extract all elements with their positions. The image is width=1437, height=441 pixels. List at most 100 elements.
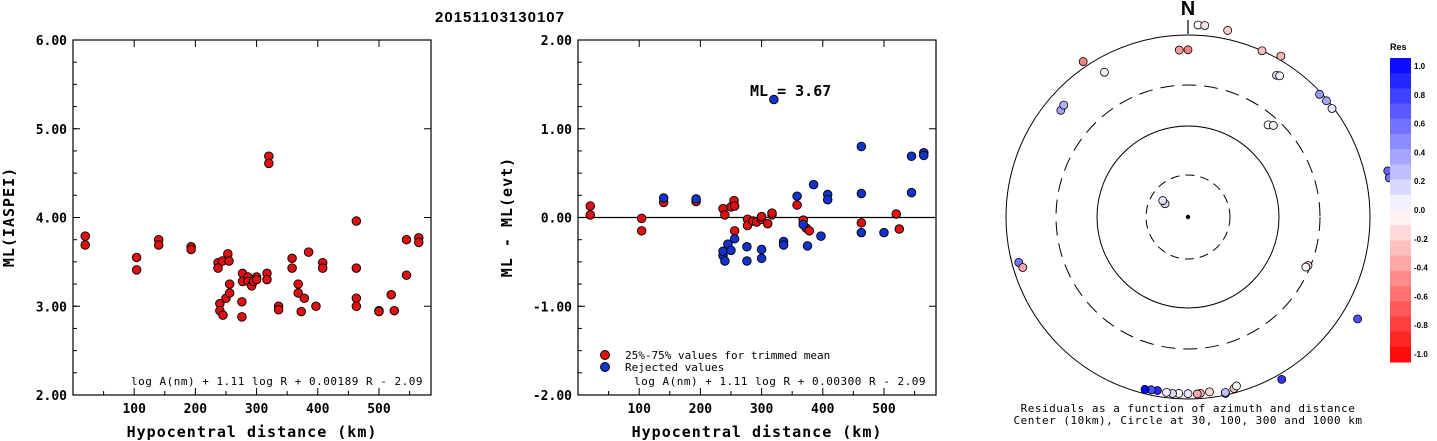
colorbar-tick-label: -0.6 <box>1414 292 1428 301</box>
data-point <box>224 288 235 298</box>
left-y-axis-label: ML(IASPEI) <box>0 167 18 267</box>
colorbar-cell <box>1390 88 1411 105</box>
colorbar-cell <box>1390 194 1411 211</box>
y-tick-label: 2.00 <box>36 389 67 404</box>
station-point <box>1162 387 1171 397</box>
middle-panel: 100 200 300 400 500 -2.00 -1.00 0.00 1.00 2.00 ML… <box>498 34 937 441</box>
colorbar-cell <box>1390 149 1411 165</box>
data-point <box>798 219 808 230</box>
middle-ticks: 100 200 300 400 500 -2.00 -1.00 0.00 1.00 2.00 <box>533 34 936 417</box>
y-tick-label: 5.00 <box>36 123 67 138</box>
colorbar-cell <box>1390 118 1411 135</box>
colorbar-tick-label: 0.4 <box>1414 148 1426 157</box>
data-point <box>816 231 826 241</box>
residual-colorbar: Res 1.0 0.8 0.6 0.4 0.2 0.0 -0.2 -0.4 -0.6 -0.8 -1… <box>1390 42 1428 363</box>
data-point <box>894 224 905 234</box>
middle-x-axis-label: Hypocentral distance (km) <box>632 423 883 441</box>
data-point <box>374 306 384 317</box>
polar-panel: N Residuals as a function of azimuth and… <box>1005 0 1394 427</box>
main-title: 20151103130107 <box>435 9 565 26</box>
colorbar-cell <box>1390 210 1411 226</box>
data-point <box>769 94 779 105</box>
data-point <box>351 301 362 312</box>
data-point <box>802 241 813 251</box>
data-point <box>80 240 90 250</box>
colorbar-labels: 1.0 0.8 0.6 0.4 0.2 0.0 -0.2 -0.4 -0.6 -0.8 -1.0 <box>1414 62 1428 359</box>
data-point <box>906 151 917 162</box>
colorbar-cell <box>1390 255 1411 272</box>
y-tick-label: -1.00 <box>533 300 572 315</box>
data-point <box>351 263 362 273</box>
colorbar-cell <box>1390 286 1411 302</box>
ml-annotation: ML = 3.67 <box>750 82 831 100</box>
polar-caption-line2: Center (10km), Circle at 30, 100, 300 an… <box>1013 414 1362 427</box>
station-point <box>1059 100 1069 110</box>
station-point <box>1200 21 1210 30</box>
polar-caption-line1: Residuals as a function of azimuth and d… <box>1021 402 1356 415</box>
colorbar-cells <box>1390 58 1411 363</box>
y-tick-label: 3.00 <box>36 300 67 315</box>
data-point <box>303 247 314 257</box>
colorbar-tick-label: -0.2 <box>1414 235 1428 244</box>
legend-marker-rejected <box>600 362 610 372</box>
station-point <box>1232 381 1241 391</box>
x-tick-label: 400 <box>306 402 330 417</box>
data-point <box>804 226 815 236</box>
colorbar-cell <box>1390 103 1411 120</box>
data-point <box>251 274 262 285</box>
distance-circles <box>1005 34 1371 400</box>
y-tick-label: 0.00 <box>541 212 572 227</box>
left-ticks: 100 200 300 400 500 2.00 3.00 4.00 5.00 6.00 <box>36 34 431 417</box>
data-point <box>729 226 740 236</box>
data-point <box>729 201 740 211</box>
colorbar-cell <box>1390 225 1411 241</box>
data-point <box>756 244 767 255</box>
data-point <box>273 305 284 315</box>
data-point <box>311 301 321 312</box>
middle-y-axis-label: ML - ML(evt) <box>498 157 516 277</box>
data-point <box>224 279 235 289</box>
data-point <box>401 270 412 280</box>
data-point <box>756 211 767 222</box>
data-point <box>386 289 396 300</box>
colorbar-cell <box>1390 331 1411 348</box>
x-tick-label: 400 <box>811 402 835 417</box>
left-formula: log A(nm) + 1.11 log R + 0.00189 R - 2.0… <box>131 375 423 388</box>
data-point <box>414 237 424 248</box>
data-point <box>131 265 142 275</box>
colorbar-cell <box>1390 164 1411 181</box>
epicenter-dot <box>1185 214 1191 220</box>
station-point <box>1158 196 1168 205</box>
data-point <box>778 240 789 250</box>
station-point <box>1174 45 1184 55</box>
x-tick-label: 100 <box>627 402 651 417</box>
station-point <box>1353 314 1363 324</box>
left-x-axis-label: Hypocentral distance (km) <box>127 423 378 441</box>
data-point <box>720 210 730 220</box>
station-point <box>1277 374 1287 384</box>
x-tick-label: 300 <box>750 402 774 417</box>
data-point <box>264 158 274 169</box>
station-point <box>1018 263 1028 272</box>
data-point <box>293 288 303 298</box>
y-tick-label: 2.00 <box>541 34 572 49</box>
station-point <box>1192 389 1202 399</box>
station-point <box>1276 51 1286 61</box>
colorbar-cell <box>1390 58 1411 74</box>
station-point <box>1257 46 1267 56</box>
colorbar-tick-label: 1.0 <box>1414 62 1426 71</box>
data-point <box>585 210 595 220</box>
x-tick-label: 500 <box>367 402 391 417</box>
data-point <box>296 306 307 317</box>
north-label: N <box>1181 0 1195 20</box>
x-tick-label: 500 <box>872 402 896 417</box>
data-point <box>213 263 223 273</box>
colorbar-cell <box>1390 134 1411 150</box>
station-point <box>1183 45 1193 55</box>
middle-points <box>585 94 929 266</box>
y-tick-label: 1.00 <box>541 123 572 138</box>
colorbar-cell <box>1390 301 1411 317</box>
station-point <box>1078 57 1088 66</box>
station-point <box>1327 104 1337 113</box>
